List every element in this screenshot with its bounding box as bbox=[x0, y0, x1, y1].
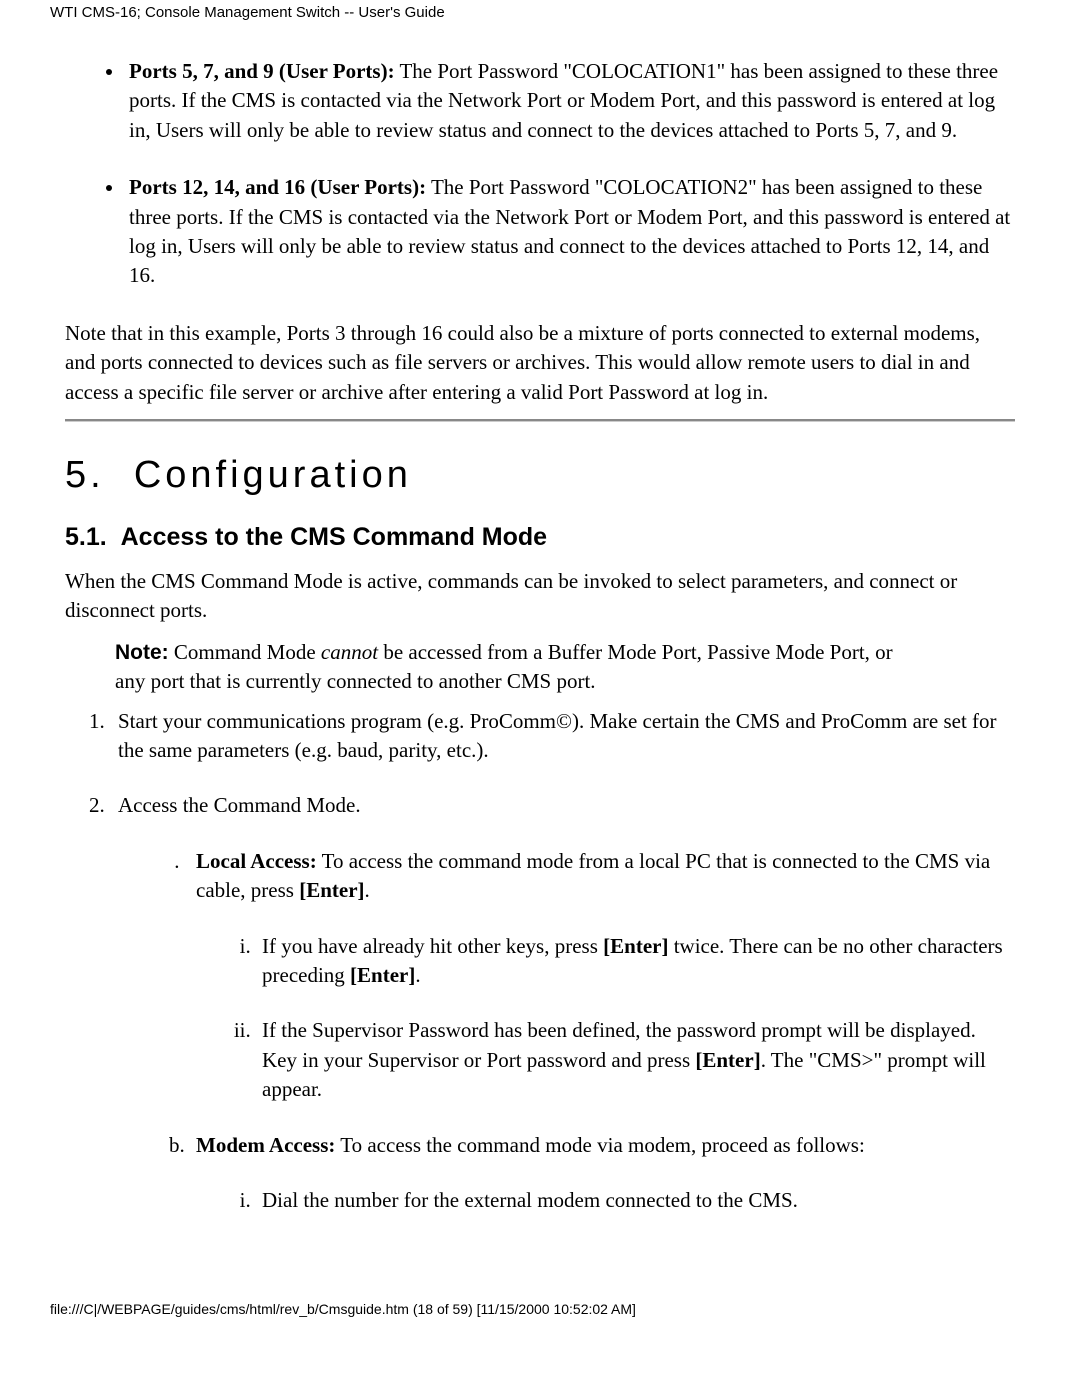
section-title: Access to the CMS Command Mode bbox=[121, 523, 547, 551]
bullet-item: Ports 12, 14, and 16 (User Ports): The P… bbox=[125, 173, 1015, 291]
chapter-number: 5. bbox=[65, 454, 105, 496]
sub-item-b: Modem Access: To access the command mode… bbox=[190, 1131, 1015, 1216]
chapter-heading: 5. Configuration bbox=[65, 449, 1015, 502]
steps-list: Start your communications program (e.g. … bbox=[65, 707, 1015, 1216]
enter-key: [Enter] bbox=[695, 1048, 760, 1072]
note-italic: cannot bbox=[321, 640, 378, 664]
document-header: WTI CMS-16; Console Management Switch --… bbox=[0, 0, 1080, 27]
sub-roman-item: If the Supervisor Password has been defi… bbox=[256, 1016, 1015, 1104]
note-label: Note: bbox=[115, 641, 169, 664]
sub-roman-item: Dial the number for the external modem c… bbox=[256, 1186, 1015, 1215]
sub-alpha-list: Local Access: To access the command mode… bbox=[118, 847, 1015, 1216]
step-item: Start your communications program (e.g. … bbox=[110, 707, 1015, 766]
chapter-title: Configuration bbox=[134, 454, 412, 496]
bullet-list: Ports 5, 7, and 9 (User Ports): The Port… bbox=[65, 57, 1015, 291]
text: If you have already hit other keys, pres… bbox=[262, 934, 603, 958]
sub-lead: Local Access: bbox=[196, 849, 317, 873]
step-text: Access the Command Mode. bbox=[118, 793, 361, 817]
bullet-lead: Ports 5, 7, and 9 (User Ports): bbox=[129, 59, 395, 83]
footer-text: file:///C|/WEBPAGE/guides/cms/html/rev_b… bbox=[50, 1301, 636, 1317]
bullet-item: Ports 5, 7, and 9 (User Ports): The Port… bbox=[125, 57, 1015, 145]
sub-roman-list: If you have already hit other keys, pres… bbox=[196, 932, 1015, 1105]
enter-key: [Enter] bbox=[350, 963, 415, 987]
page-content: Ports 5, 7, and 9 (User Ports): The Port… bbox=[0, 27, 1080, 1215]
document-footer: file:///C|/WEBPAGE/guides/cms/html/rev_b… bbox=[0, 1241, 1080, 1331]
sub-text: To access the command mode via modem, pr… bbox=[335, 1133, 864, 1157]
note-block: Note: Command Mode cannot be accessed fr… bbox=[115, 638, 1015, 697]
note-pre: Command Mode bbox=[169, 640, 321, 664]
sub-roman-item: If you have already hit other keys, pres… bbox=[256, 932, 1015, 991]
sub-item-a: Local Access: To access the command mode… bbox=[190, 847, 1015, 1105]
sub-lead: Modem Access: bbox=[196, 1133, 335, 1157]
note-paragraph: Note that in this example, Ports 3 throu… bbox=[65, 319, 1015, 407]
step-item: Access the Command Mode. Local Access: T… bbox=[110, 791, 1015, 1215]
enter-key: [Enter] bbox=[603, 934, 668, 958]
enter-key: [Enter] bbox=[299, 878, 364, 902]
bullet-lead: Ports 12, 14, and 16 (User Ports): bbox=[129, 175, 426, 199]
section-divider bbox=[65, 419, 1015, 421]
section-number: 5.1. bbox=[65, 523, 107, 551]
text: . bbox=[415, 963, 420, 987]
sub-roman-list: Dial the number for the external modem c… bbox=[196, 1186, 1015, 1215]
sub-text: . bbox=[365, 878, 370, 902]
header-title: WTI CMS-16; Console Management Switch --… bbox=[50, 4, 445, 21]
section-intro: When the CMS Command Mode is active, com… bbox=[65, 567, 1015, 626]
section-heading: 5.1. Access to the CMS Command Mode bbox=[65, 520, 1015, 555]
